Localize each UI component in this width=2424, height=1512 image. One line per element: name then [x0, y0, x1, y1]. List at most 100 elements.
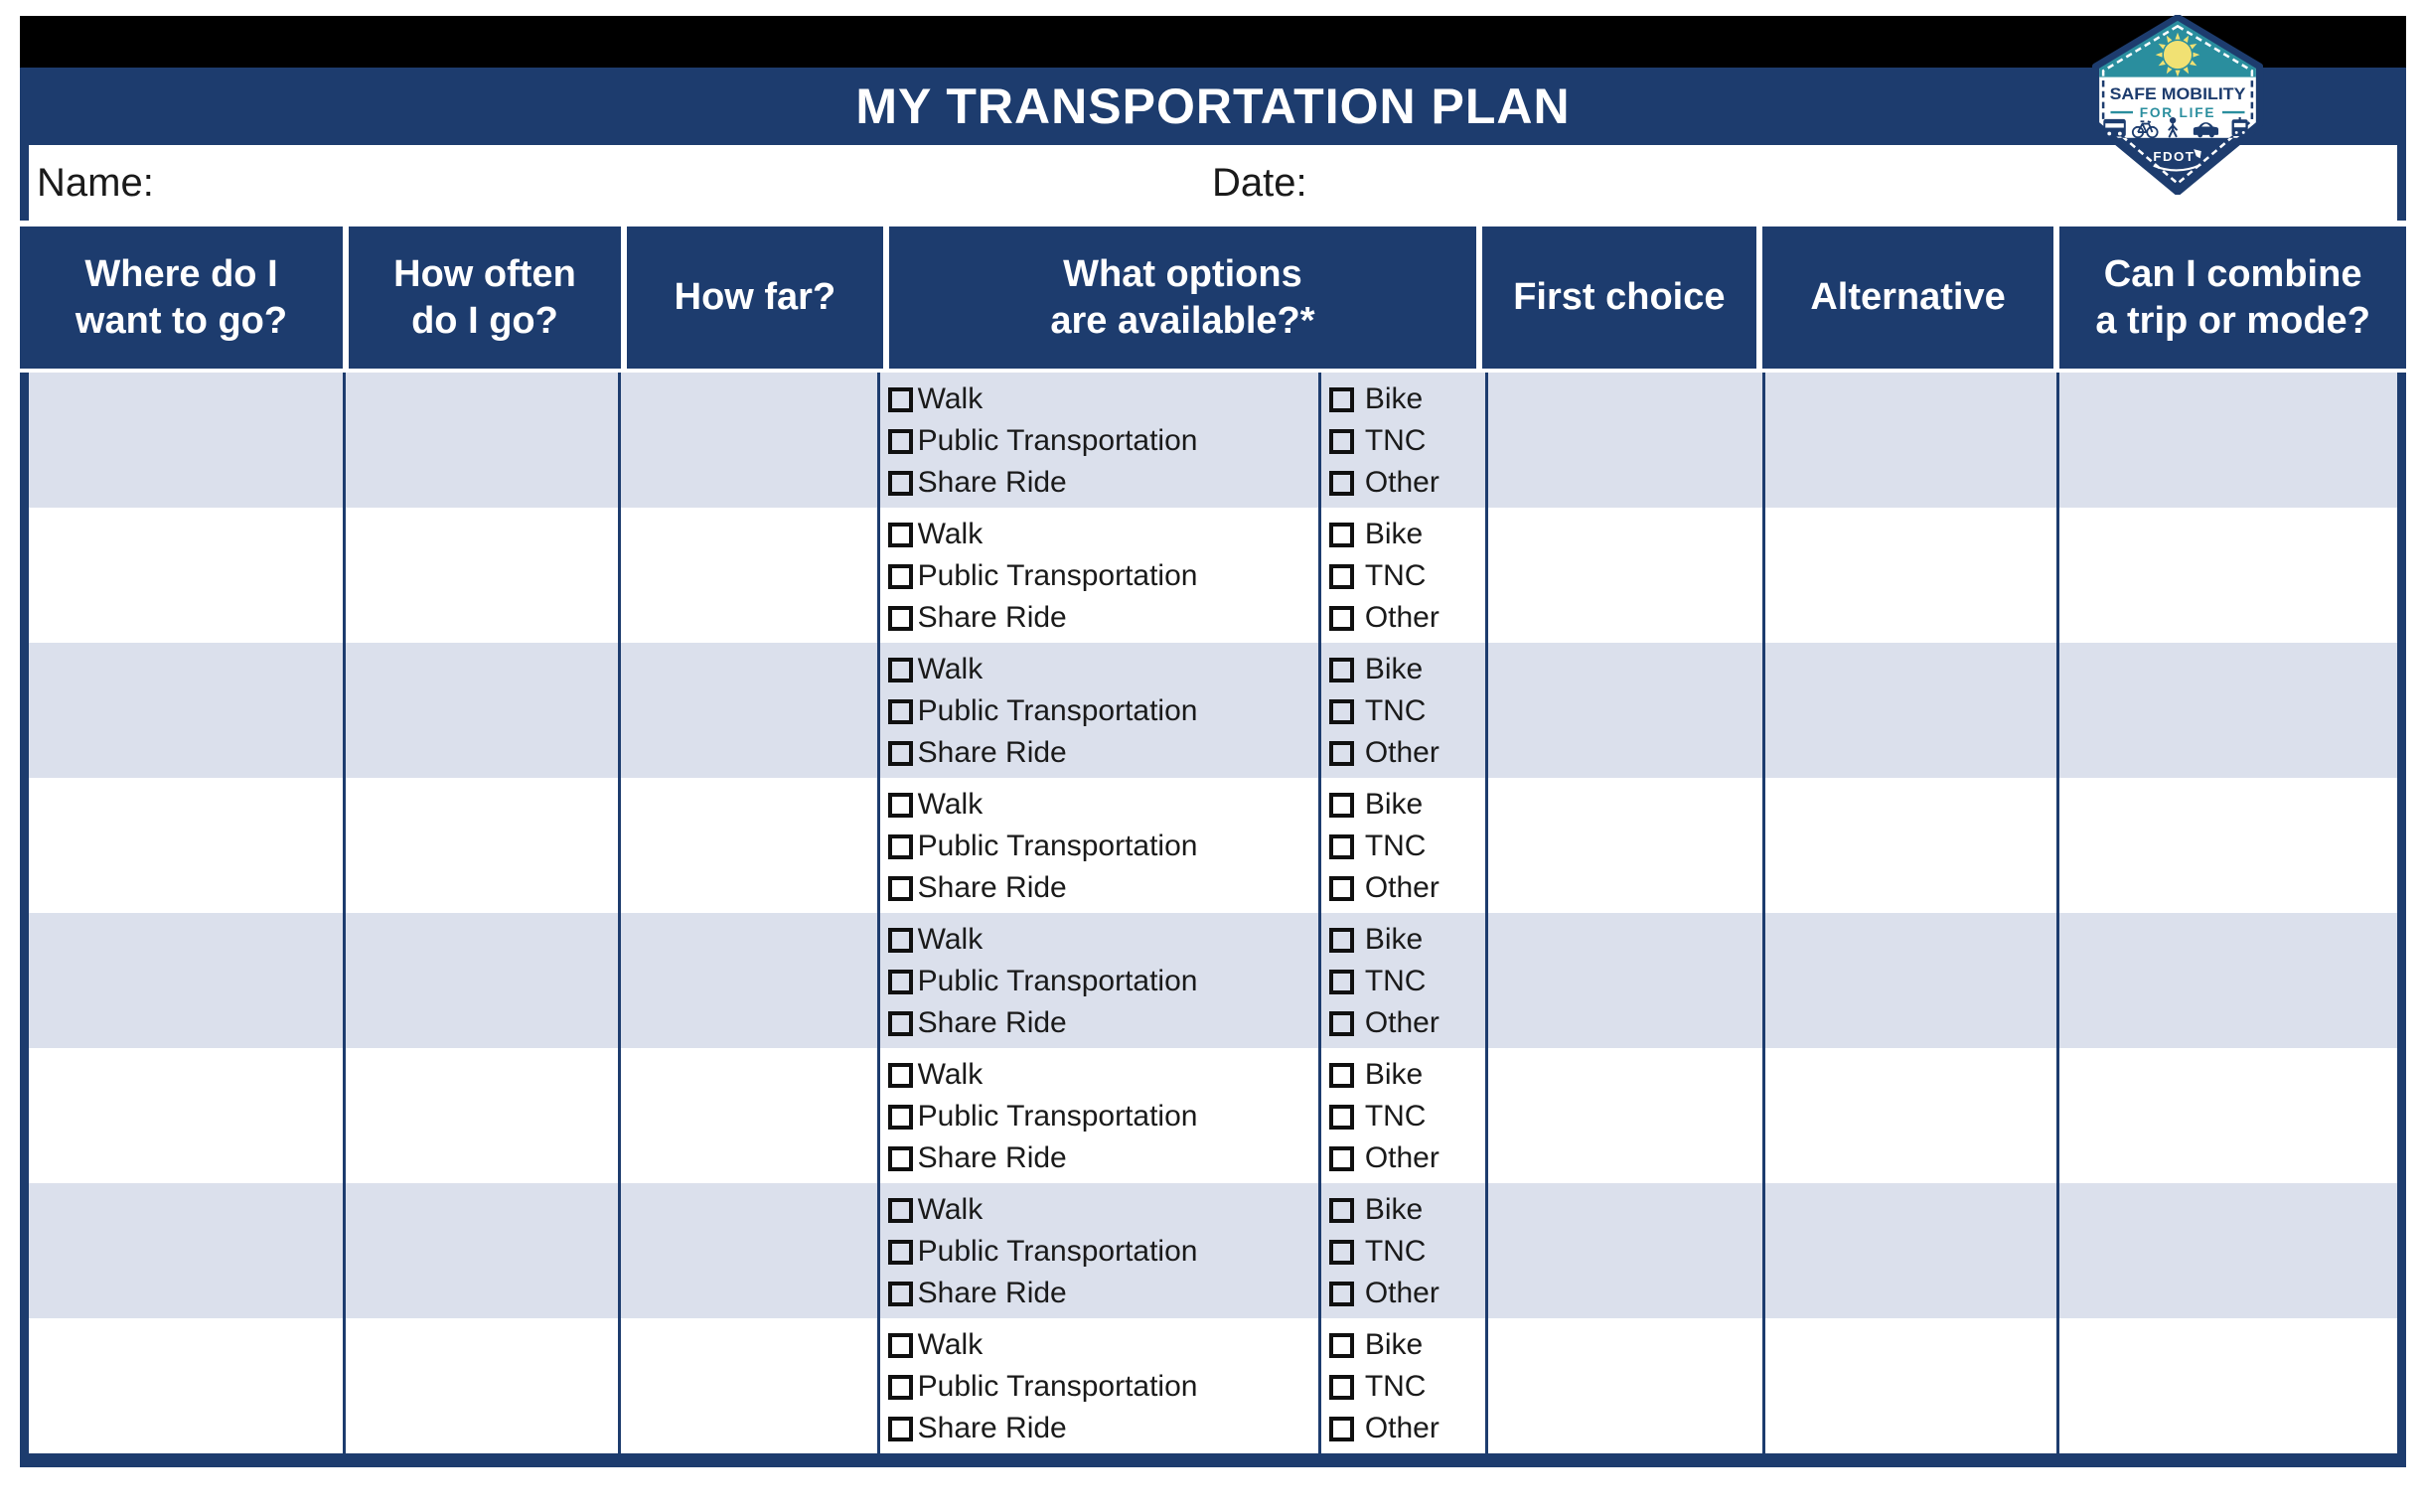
checkbox-bike[interactable]	[1328, 792, 1354, 818]
cell-frequency[interactable]	[346, 778, 621, 913]
cell-alternative[interactable]	[1765, 1183, 2060, 1318]
cell-distance[interactable]	[621, 643, 880, 778]
cell-first-choice[interactable]	[1488, 1183, 1765, 1318]
checkbox-walk[interactable]	[887, 1197, 913, 1223]
checkbox-bike[interactable]	[1328, 522, 1354, 547]
option-label: Bike	[1364, 1058, 1424, 1091]
cell-destination[interactable]	[29, 373, 347, 508]
checkbox-tnc[interactable]	[1328, 833, 1354, 859]
cell-destination[interactable]	[29, 643, 347, 778]
cell-alternative[interactable]	[1765, 1318, 2060, 1453]
checkbox-bike[interactable]	[1328, 657, 1354, 682]
checkbox-public-transportation[interactable]	[887, 969, 913, 994]
checkbox-share-ride[interactable]	[887, 605, 913, 631]
checkbox-public-transportation[interactable]	[887, 698, 913, 724]
checkbox-public-transportation[interactable]	[887, 428, 913, 454]
checkbox-public-transportation[interactable]	[887, 1104, 913, 1130]
checkbox-bike[interactable]	[1328, 386, 1354, 412]
checkbox-share-ride[interactable]	[887, 1145, 913, 1171]
checkbox-walk[interactable]	[887, 522, 913, 547]
checkbox-share-ride[interactable]	[887, 1281, 913, 1306]
cell-combine[interactable]	[2059, 913, 2397, 1048]
checkbox-tnc[interactable]	[1328, 428, 1354, 454]
cell-destination[interactable]	[29, 1048, 347, 1183]
checkbox-public-transportation[interactable]	[887, 1374, 913, 1400]
cell-distance[interactable]	[621, 1048, 880, 1183]
checkbox-walk[interactable]	[887, 386, 913, 412]
cell-combine[interactable]	[2059, 373, 2397, 508]
checkbox-tnc[interactable]	[1328, 698, 1354, 724]
cell-first-choice[interactable]	[1488, 778, 1765, 913]
option-label: Public Transportation	[917, 424, 1198, 457]
cell-frequency[interactable]	[346, 1318, 621, 1453]
checkbox-tnc[interactable]	[1328, 1239, 1354, 1265]
checkbox-tnc[interactable]	[1328, 969, 1354, 994]
cell-combine[interactable]	[2059, 1318, 2397, 1453]
checkbox-walk[interactable]	[887, 792, 913, 818]
checkbox-share-ride[interactable]	[887, 875, 913, 901]
cell-combine[interactable]	[2059, 1183, 2397, 1318]
checkbox-share-ride[interactable]	[887, 1010, 913, 1036]
cell-frequency[interactable]	[346, 1183, 621, 1318]
cell-combine[interactable]	[2059, 643, 2397, 778]
checkbox-walk[interactable]	[887, 927, 913, 953]
checkbox-public-transportation[interactable]	[887, 563, 913, 589]
cell-frequency[interactable]	[346, 373, 621, 508]
cell-distance[interactable]	[621, 1183, 880, 1318]
checkbox-other[interactable]	[1328, 1281, 1354, 1306]
checkbox-other[interactable]	[1328, 875, 1354, 901]
checkbox-share-ride[interactable]	[887, 1416, 913, 1441]
checkbox-other[interactable]	[1328, 1416, 1354, 1441]
cell-frequency[interactable]	[346, 913, 621, 1048]
checkbox-other[interactable]	[1328, 470, 1354, 496]
checkbox-bike[interactable]	[1328, 927, 1354, 953]
cell-first-choice[interactable]	[1488, 643, 1765, 778]
cell-alternative[interactable]	[1765, 913, 2060, 1048]
cell-combine[interactable]	[2059, 508, 2397, 643]
cell-destination[interactable]	[29, 778, 347, 913]
checkbox-bike[interactable]	[1328, 1062, 1354, 1088]
checkbox-other[interactable]	[1328, 1010, 1354, 1036]
cell-frequency[interactable]	[346, 643, 621, 778]
checkbox-other[interactable]	[1328, 740, 1354, 766]
cell-first-choice[interactable]	[1488, 913, 1765, 1048]
cell-distance[interactable]	[621, 1318, 880, 1453]
cell-distance[interactable]	[621, 913, 880, 1048]
checkbox-bike[interactable]	[1328, 1197, 1354, 1223]
checkbox-other[interactable]	[1328, 1145, 1354, 1171]
cell-distance[interactable]	[621, 508, 880, 643]
cell-alternative[interactable]	[1765, 778, 2060, 913]
cell-destination[interactable]	[29, 1183, 347, 1318]
checkbox-tnc[interactable]	[1328, 1374, 1354, 1400]
cell-destination[interactable]	[29, 913, 347, 1048]
cell-alternative[interactable]	[1765, 373, 2060, 508]
cell-destination[interactable]	[29, 508, 347, 643]
checkbox-tnc[interactable]	[1328, 1104, 1354, 1130]
checkbox-walk[interactable]	[887, 1062, 913, 1088]
cell-first-choice[interactable]	[1488, 1318, 1765, 1453]
col-header-first-choice: First choice	[1481, 227, 1756, 369]
checkbox-public-transportation[interactable]	[887, 1239, 913, 1265]
cell-alternative[interactable]	[1765, 508, 2060, 643]
checkbox-bike[interactable]	[1328, 1332, 1354, 1358]
checkbox-other[interactable]	[1328, 605, 1354, 631]
cell-first-choice[interactable]	[1488, 508, 1765, 643]
cell-alternative[interactable]	[1765, 1048, 2060, 1183]
option-label: TNC	[1364, 694, 1427, 727]
cell-combine[interactable]	[2059, 1048, 2397, 1183]
cell-first-choice[interactable]	[1488, 1048, 1765, 1183]
checkbox-tnc[interactable]	[1328, 563, 1354, 589]
cell-first-choice[interactable]	[1488, 373, 1765, 508]
cell-distance[interactable]	[621, 778, 880, 913]
checkbox-walk[interactable]	[887, 657, 913, 682]
checkbox-share-ride[interactable]	[887, 740, 913, 766]
cell-distance[interactable]	[621, 373, 880, 508]
checkbox-walk[interactable]	[887, 1332, 913, 1358]
cell-frequency[interactable]	[346, 1048, 621, 1183]
cell-destination[interactable]	[29, 1318, 347, 1453]
cell-frequency[interactable]	[346, 508, 621, 643]
checkbox-share-ride[interactable]	[887, 470, 913, 496]
cell-combine[interactable]	[2059, 778, 2397, 913]
cell-alternative[interactable]	[1765, 643, 2060, 778]
checkbox-public-transportation[interactable]	[887, 833, 913, 859]
